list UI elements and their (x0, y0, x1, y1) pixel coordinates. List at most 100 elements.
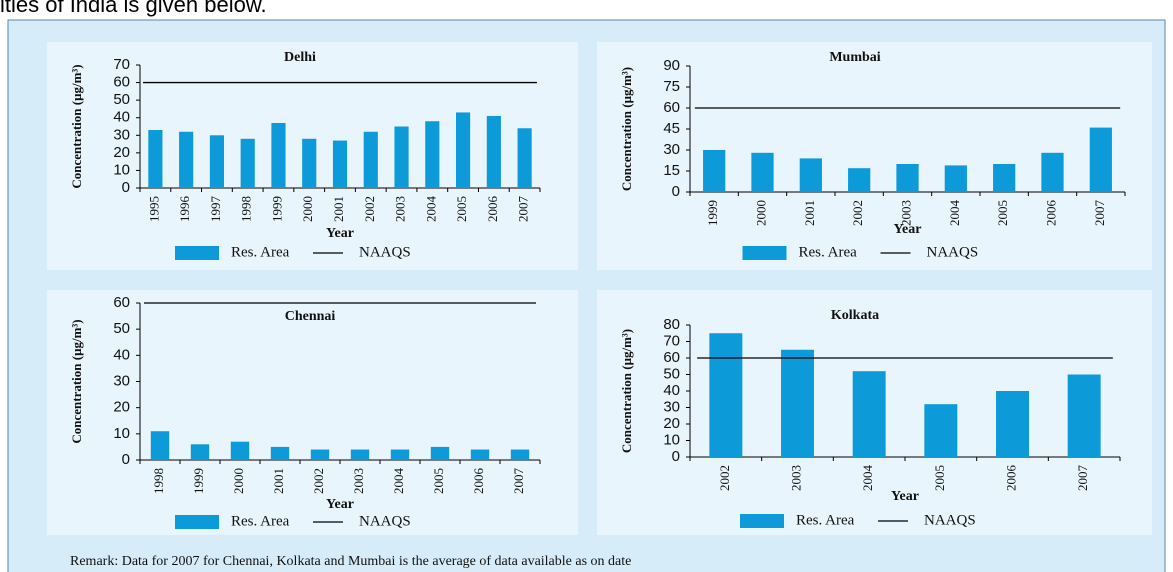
y-tick-label: 80 (663, 316, 680, 333)
bar (944, 165, 967, 192)
legend-label: NAAQS (927, 244, 979, 260)
y-tick-label: 30 (663, 141, 680, 158)
bar (781, 349, 814, 457)
legend-label: NAAQS (359, 513, 411, 529)
legend-label: Res. Area (799, 244, 858, 260)
bar (240, 138, 255, 188)
x-tick-label: 2004 (860, 465, 875, 492)
x-tick-label: 1995 (146, 196, 161, 222)
y-tick-label: 20 (663, 415, 680, 432)
x-tick-label: 2001 (802, 200, 817, 226)
x-tick-label: 2005 (995, 200, 1010, 226)
y-tick-label: 60 (113, 294, 130, 311)
y-tick-label: 20 (113, 399, 130, 416)
y-axis-label: Concentration (μg/m³) (619, 329, 634, 453)
y-tick-label: 0 (122, 451, 130, 468)
bar (179, 131, 194, 188)
bar (852, 371, 886, 457)
y-tick-label: 0 (672, 183, 680, 200)
bar (1041, 152, 1064, 192)
y-tick-label: 0 (672, 448, 680, 465)
x-tick-label: 2003 (788, 465, 803, 491)
y-tick-label: 40 (663, 382, 680, 399)
bar (148, 130, 163, 188)
legend-label: Res. Area (231, 244, 290, 260)
x-tick-label: 2002 (850, 200, 865, 226)
bar (332, 140, 348, 188)
x-tick-label: 1999 (191, 468, 206, 494)
legend-swatch (740, 514, 784, 528)
x-tick-label: 2007 (1092, 200, 1107, 227)
chart-title: Mumbai (829, 50, 880, 65)
bar (486, 115, 501, 188)
x-tick-label: 2003 (393, 196, 408, 222)
x-tick-label: 2007 (516, 196, 531, 223)
bar (310, 449, 330, 460)
y-tick-label: 60 (663, 99, 680, 116)
bar (799, 158, 822, 192)
bar (271, 122, 286, 188)
y-tick-label: 40 (113, 346, 130, 363)
y-tick-label: 15 (663, 162, 680, 179)
chart-title: Chennai (285, 309, 336, 324)
x-tick-label: 1997 (208, 196, 223, 223)
bar (270, 446, 290, 460)
y-tick-label: 45 (663, 120, 680, 137)
bar (924, 404, 958, 457)
y-tick-label: 20 (113, 144, 130, 161)
x-tick-label: 2004 (423, 196, 438, 223)
legend-label: NAAQS (924, 512, 976, 528)
x-tick-label: 2006 (1003, 465, 1018, 492)
x-axis-label: Year (891, 489, 919, 504)
legend-swatch (742, 246, 787, 260)
header-text: ities of India is given below. (0, 0, 267, 17)
x-tick-label: 2002 (717, 465, 732, 491)
x-tick-label: 1998 (151, 468, 166, 494)
bar (302, 138, 317, 188)
x-tick-label: 2004 (391, 468, 406, 495)
x-tick-label: 2005 (431, 468, 446, 494)
y-tick-label: 30 (113, 372, 130, 389)
legend-swatch (175, 515, 219, 529)
y-axis-label: Concentration (μg/m³) (619, 67, 634, 191)
y-tick-label: 75 (663, 78, 680, 95)
y-tick-label: 70 (113, 56, 130, 73)
x-axis-label: Year (326, 226, 354, 241)
x-tick-label: 2003 (898, 200, 913, 226)
x-tick-label: 2000 (753, 200, 768, 226)
y-tick-label: 60 (663, 349, 680, 366)
bar (150, 431, 170, 460)
y-tick-label: 40 (113, 109, 130, 126)
y-tick-label: 30 (113, 126, 130, 143)
bar (709, 333, 743, 457)
x-tick-label: 1999 (705, 200, 720, 226)
chart-title: Delhi (284, 50, 316, 65)
x-tick-label: 2000 (231, 468, 246, 494)
y-tick-label: 70 (663, 332, 680, 349)
bar (425, 121, 440, 188)
bar (896, 164, 919, 192)
bar (190, 444, 210, 460)
chart-title: Kolkata (831, 308, 879, 323)
x-tick-label: 2006 (485, 196, 500, 223)
x-tick-label: 2000 (300, 196, 315, 222)
bar (1067, 374, 1101, 457)
y-tick-label: 60 (113, 74, 130, 91)
y-tick-label: 10 (663, 431, 680, 448)
y-tick-label: 10 (113, 425, 130, 442)
bar (751, 152, 774, 192)
x-tick-label: 1999 (269, 196, 284, 222)
legend-label: Res. Area (796, 512, 855, 528)
legend-label: Res. Area (231, 513, 290, 529)
y-tick-label: 0 (122, 179, 130, 196)
x-axis-label: Year (894, 222, 922, 237)
y-tick-label: 50 (113, 91, 130, 108)
x-tick-label: 2003 (351, 468, 366, 494)
bar (390, 449, 410, 460)
y-tick-label: 10 (113, 161, 130, 178)
x-tick-label: 2006 (471, 468, 486, 495)
panel (597, 42, 1152, 270)
x-tick-label: 2002 (311, 468, 326, 494)
bar (993, 164, 1016, 192)
